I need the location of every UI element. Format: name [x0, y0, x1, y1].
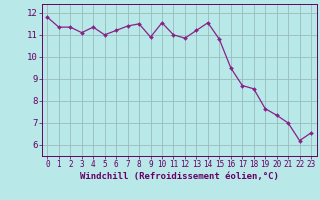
- X-axis label: Windchill (Refroidissement éolien,°C): Windchill (Refroidissement éolien,°C): [80, 172, 279, 181]
